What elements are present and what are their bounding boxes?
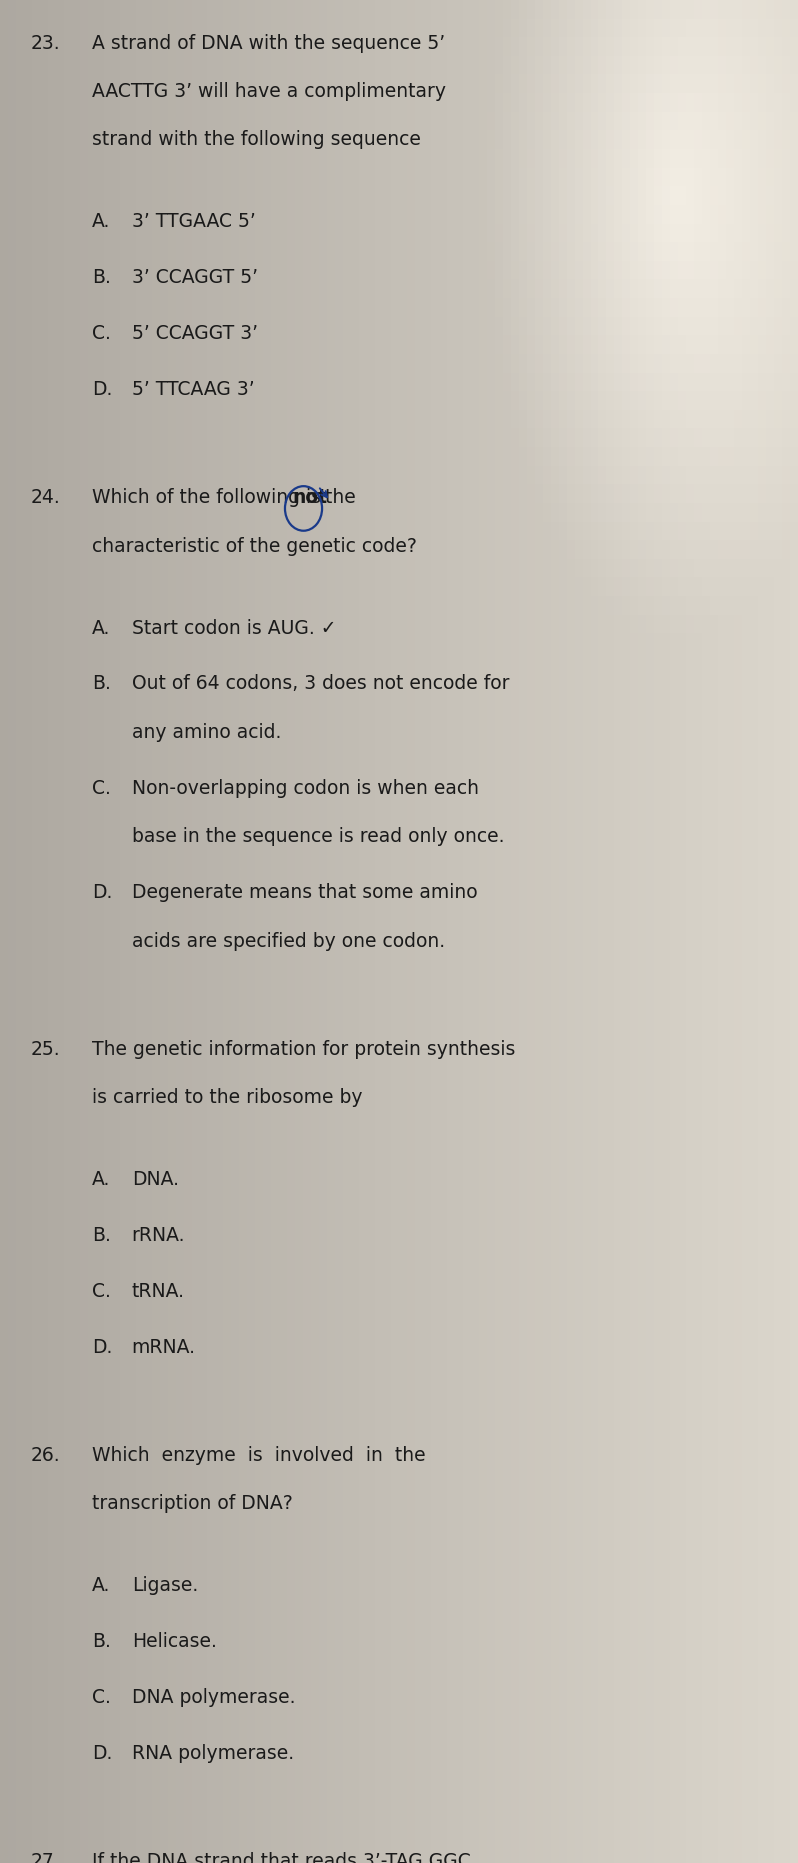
Text: A.: A. <box>92 619 110 637</box>
Text: 5’ TTCAAG 3’: 5’ TTCAAG 3’ <box>132 380 255 399</box>
Text: base in the sequence is read only once.: base in the sequence is read only once. <box>132 827 504 846</box>
Text: is carried to the ribosome by: is carried to the ribosome by <box>92 1088 362 1107</box>
Text: Ligase.: Ligase. <box>132 1576 198 1595</box>
Text: C.: C. <box>92 1282 111 1300</box>
Text: 25.: 25. <box>30 1040 60 1058</box>
Text: B.: B. <box>92 1632 111 1651</box>
Text: any amino acid.: any amino acid. <box>132 723 281 741</box>
Text: DNA.: DNA. <box>132 1170 179 1189</box>
Text: The genetic information for protein synthesis: The genetic information for protein synt… <box>92 1040 516 1058</box>
Text: A.: A. <box>92 212 110 231</box>
Text: A.: A. <box>92 1170 110 1189</box>
Text: Helicase.: Helicase. <box>132 1632 216 1651</box>
Text: strand with the following sequence: strand with the following sequence <box>92 130 421 149</box>
Text: C.: C. <box>92 1688 111 1707</box>
Text: A strand of DNA with the sequence 5’: A strand of DNA with the sequence 5’ <box>92 34 445 52</box>
Text: D.: D. <box>92 1744 113 1762</box>
Text: C.: C. <box>92 324 111 343</box>
Text: RNA polymerase.: RNA polymerase. <box>132 1744 294 1762</box>
Text: AACTTG 3’ will have a complimentary: AACTTG 3’ will have a complimentary <box>92 82 446 101</box>
Text: 3’ TTGAAC 5’: 3’ TTGAAC 5’ <box>132 212 255 231</box>
Text: tRNA.: tRNA. <box>132 1282 184 1300</box>
Text: B.: B. <box>92 674 111 693</box>
Text: 3’ CCAGGT 5’: 3’ CCAGGT 5’ <box>132 268 258 287</box>
Text: 26.: 26. <box>30 1446 60 1464</box>
Text: not: not <box>292 488 327 507</box>
Text: D.: D. <box>92 1338 113 1356</box>
Text: mRNA.: mRNA. <box>132 1338 196 1356</box>
Text: transcription of DNA?: transcription of DNA? <box>92 1494 293 1513</box>
Text: 5’ CCAGGT 3’: 5’ CCAGGT 3’ <box>132 324 258 343</box>
Text: Which of the following is: Which of the following is <box>92 488 326 507</box>
Text: Non-overlapping codon is when each: Non-overlapping codon is when each <box>132 779 479 797</box>
Text: Degenerate means that some amino: Degenerate means that some amino <box>132 883 477 902</box>
Text: 23.: 23. <box>30 34 60 52</box>
Text: If the DNA strand that reads 3’-TAG GGC: If the DNA strand that reads 3’-TAG GGC <box>92 1852 471 1863</box>
Text: Out of 64 codons, 3 does not encode for: Out of 64 codons, 3 does not encode for <box>132 674 509 693</box>
Text: D.: D. <box>92 883 113 902</box>
Text: D.: D. <box>92 380 113 399</box>
Text: B.: B. <box>92 268 111 287</box>
Text: 27.: 27. <box>30 1852 60 1863</box>
Text: rRNA.: rRNA. <box>132 1226 185 1244</box>
Text: 24.: 24. <box>30 488 60 507</box>
Text: A.: A. <box>92 1576 110 1595</box>
Text: C.: C. <box>92 779 111 797</box>
Text: Which  enzyme  is  involved  in  the: Which enzyme is involved in the <box>92 1446 425 1464</box>
Text: Start codon is AUG. ✓: Start codon is AUG. ✓ <box>132 619 336 637</box>
Text: DNA polymerase.: DNA polymerase. <box>132 1688 295 1707</box>
Text: acids are specified by one codon.: acids are specified by one codon. <box>132 932 444 950</box>
Text: characteristic of the genetic code?: characteristic of the genetic code? <box>92 537 417 555</box>
Text: the: the <box>319 488 356 507</box>
Text: B.: B. <box>92 1226 111 1244</box>
